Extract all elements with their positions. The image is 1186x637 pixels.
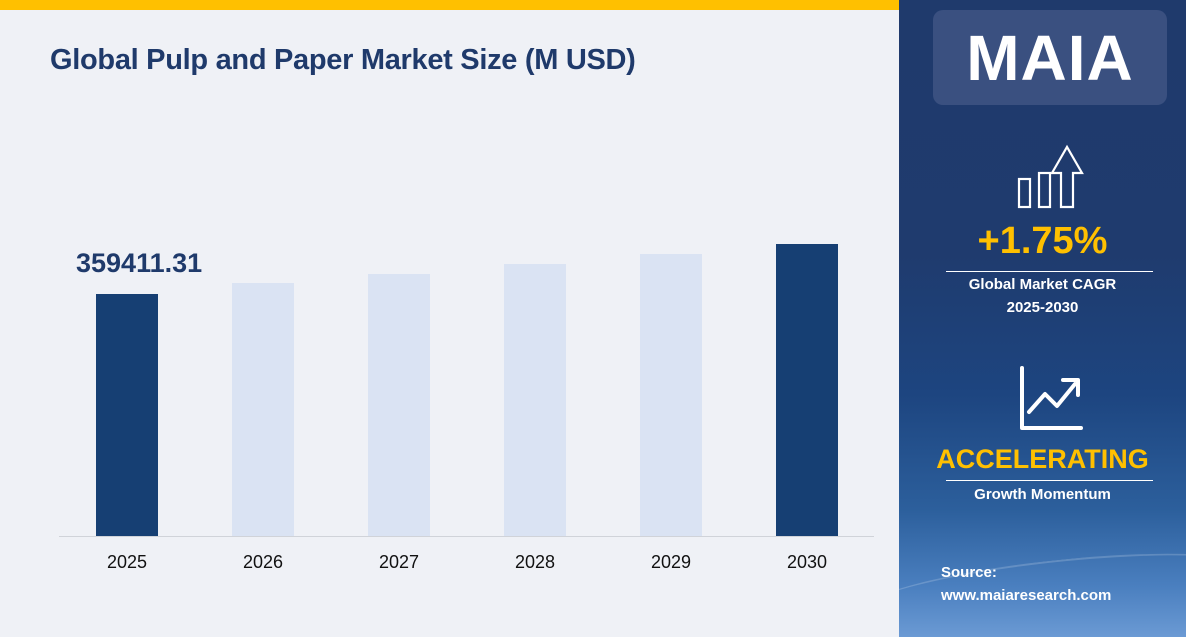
bar-2026 xyxy=(232,283,294,536)
maia-logo: MAIA xyxy=(933,10,1167,105)
cagr-value: +1.75% xyxy=(977,220,1108,262)
bar-2027 xyxy=(368,274,430,536)
x-tick-2028: 2028 xyxy=(514,552,556,572)
momentum-divider xyxy=(946,480,1153,481)
bar-2025 xyxy=(96,294,158,536)
bar-chart-up-arrow-icon xyxy=(1017,144,1084,209)
momentum-label: Growth Momentum xyxy=(974,486,1111,503)
source-block: Source: www.maiaresearch.com xyxy=(941,561,1111,607)
line-chart-trend-up-icon xyxy=(1020,366,1083,430)
source-label: Source: xyxy=(941,564,997,581)
x-tick-2029: 2029 xyxy=(650,552,692,572)
bar-2028 xyxy=(504,264,566,536)
source-link[interactable]: www.maiaresearch.com xyxy=(941,587,1112,604)
top-accent-bar xyxy=(0,0,899,10)
sidebar-panel: MAIA +1.75% Global Market CAGR 2025-2030… xyxy=(899,0,1186,637)
data-label-2025: 359411.31 xyxy=(76,248,203,278)
x-tick-2026: 2026 xyxy=(242,552,284,572)
x-tick-2027: 2027 xyxy=(378,552,420,572)
bar-2029 xyxy=(640,254,702,536)
cagr-label-line2: 2025-2030 xyxy=(1006,299,1079,316)
bar-2030 xyxy=(776,244,838,536)
cagr-label-line1: Global Market CAGR xyxy=(968,276,1117,293)
momentum-value: ACCELERATING xyxy=(936,444,1149,474)
cagr-divider xyxy=(946,271,1153,272)
chart-title: Global Pulp and Paper Market Size (M USD… xyxy=(50,44,636,76)
x-axis-line xyxy=(59,536,874,537)
x-tick-2030: 2030 xyxy=(786,552,828,572)
x-tick-2025: 2025 xyxy=(106,552,148,572)
bar-chart: 359411.31 2025 2026 2027 2028 2029 2030 xyxy=(59,244,874,572)
